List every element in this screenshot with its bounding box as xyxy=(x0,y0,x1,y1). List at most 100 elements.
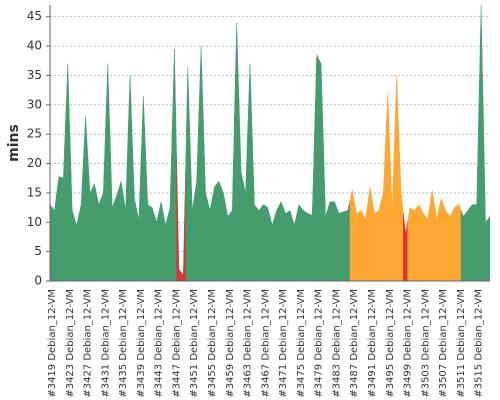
build-area xyxy=(367,187,373,281)
x-tick-label: #3451 Debian_12-VM xyxy=(189,289,200,398)
build-area xyxy=(403,213,409,281)
x-tick-label: #3479 Debian_12-VM xyxy=(314,289,325,398)
build-area xyxy=(425,204,431,281)
y-tick-label: 0 xyxy=(34,274,42,288)
y-tick-label: 5 xyxy=(34,244,42,258)
build-area xyxy=(118,181,124,281)
build-area xyxy=(243,128,249,281)
build-area xyxy=(291,214,297,281)
y-tick-label: 35 xyxy=(27,68,42,82)
build-area xyxy=(51,193,57,281)
build-area xyxy=(389,142,395,281)
build-area xyxy=(171,49,177,281)
x-tick-label: #3511 Debian_12-VM xyxy=(456,289,467,398)
build-area xyxy=(323,140,329,281)
build-area xyxy=(287,210,293,281)
build-area xyxy=(167,128,173,281)
x-tick-label: #3455 Debian_12-VM xyxy=(207,289,218,398)
build-area xyxy=(127,75,133,281)
x-tick-label: #3439 Debian_12-VM xyxy=(136,289,147,398)
x-tick-label: #3419 Debian_12-VM xyxy=(47,289,58,398)
build-area xyxy=(460,210,466,281)
build-area xyxy=(229,116,235,281)
build-area xyxy=(198,46,204,281)
build-area xyxy=(278,201,284,281)
build-area xyxy=(358,210,364,281)
build-area xyxy=(327,201,333,281)
build-area xyxy=(314,54,320,281)
x-tick-label: #3491 Debian_12-VM xyxy=(367,289,378,398)
build-area xyxy=(123,142,129,281)
build-area xyxy=(345,200,351,281)
build-area xyxy=(203,119,209,281)
y-tick-label: 30 xyxy=(27,97,42,111)
build-area xyxy=(149,205,155,281)
build-area xyxy=(456,204,462,281)
build-area xyxy=(140,96,146,281)
build-area xyxy=(158,201,164,281)
build-area xyxy=(469,204,475,281)
x-tick-label: #3467 Debian_12-VM xyxy=(260,289,271,398)
build-area xyxy=(145,150,151,281)
build-area xyxy=(225,204,231,281)
build-area xyxy=(305,211,311,281)
build-area xyxy=(434,204,440,281)
build-area xyxy=(87,154,93,281)
x-tick-label: #3495 Debian_12-VM xyxy=(385,289,396,398)
build-area xyxy=(176,159,182,281)
x-tick-label: #3459 Debian_12-VM xyxy=(225,289,236,398)
y-tick-label: 40 xyxy=(27,39,42,53)
build-area xyxy=(260,204,266,281)
x-tick-label: #3499 Debian_12-VM xyxy=(403,289,414,398)
build-area xyxy=(131,137,137,281)
build-area xyxy=(354,201,360,281)
build-area xyxy=(189,138,195,281)
build-area xyxy=(318,59,324,281)
build-area xyxy=(100,128,106,281)
plot-area xyxy=(50,5,490,281)
build-area xyxy=(265,205,271,281)
build-area xyxy=(398,134,404,281)
build-area xyxy=(447,211,453,281)
build-area xyxy=(296,204,302,281)
build-area xyxy=(487,215,490,281)
build-area xyxy=(234,22,240,281)
x-tick-label: #3483 Debian_12-VM xyxy=(331,289,342,398)
build-area xyxy=(216,180,222,281)
x-tick-label: #3507 Debian_12-VM xyxy=(438,289,449,398)
x-tick-label: #3503 Debian_12-VM xyxy=(420,289,431,398)
x-tick-label: #3423 Debian_12-VM xyxy=(65,289,76,398)
build-area xyxy=(443,204,449,281)
build-area xyxy=(96,194,102,281)
build-area xyxy=(407,207,413,281)
y-tick-label: 15 xyxy=(27,185,42,199)
build-area xyxy=(83,116,89,281)
build-area xyxy=(256,206,262,281)
x-tick-label: #3471 Debian_12-VM xyxy=(278,289,289,398)
build-area xyxy=(385,93,391,281)
x-tick-label: #3431 Debian_12-VM xyxy=(100,289,111,398)
build-area xyxy=(78,160,84,281)
x-tick-label: #3475 Debian_12-VM xyxy=(296,289,307,398)
x-tick-label: #3435 Debian_12-VM xyxy=(118,289,129,398)
build-area xyxy=(69,137,75,281)
build-area xyxy=(274,206,280,281)
build-area xyxy=(478,5,484,281)
build-area xyxy=(163,213,169,281)
build-area xyxy=(309,135,315,281)
x-tick-label: #3487 Debian_12-VM xyxy=(349,289,360,398)
build-area xyxy=(194,113,200,281)
build-area xyxy=(56,176,62,281)
build-area xyxy=(247,63,253,281)
build-area xyxy=(429,189,435,281)
build-area xyxy=(65,63,71,281)
build-area xyxy=(180,170,186,281)
build-area xyxy=(269,216,275,281)
build-area xyxy=(283,207,289,281)
build-area xyxy=(336,207,342,281)
build-area xyxy=(60,120,66,281)
build-area xyxy=(416,204,422,281)
build-area xyxy=(371,200,377,281)
build-area xyxy=(251,134,257,281)
